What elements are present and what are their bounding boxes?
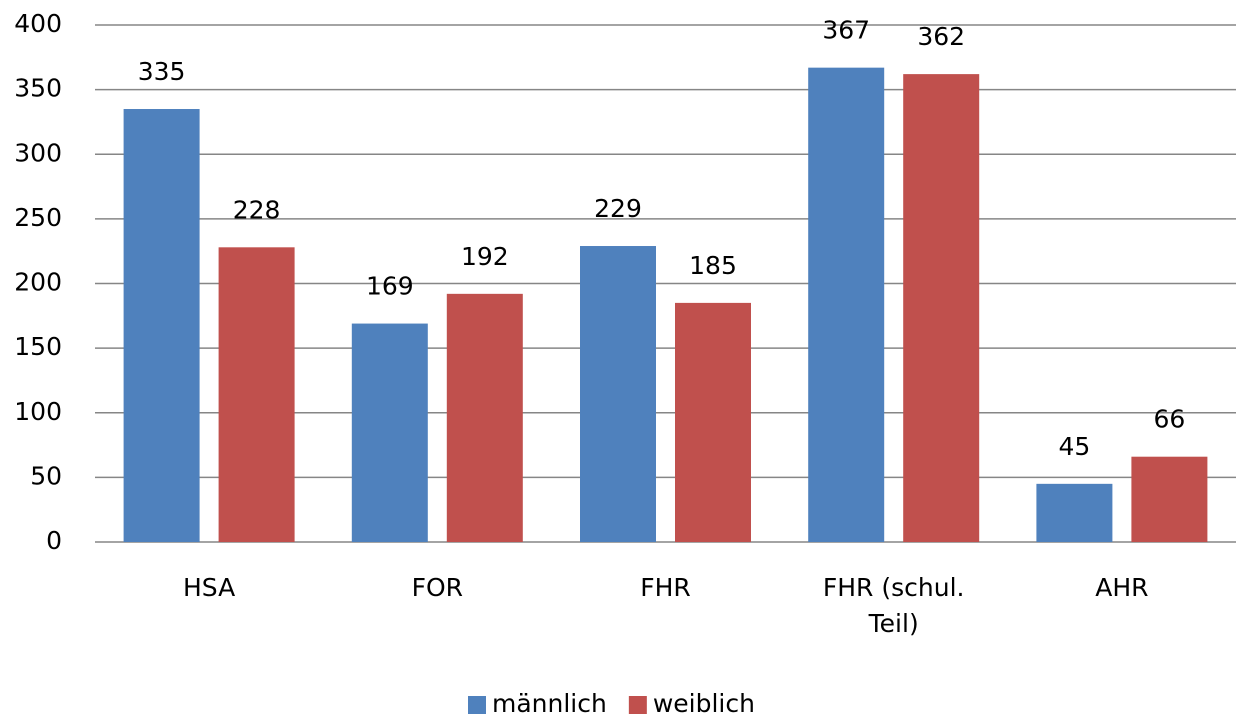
data-label: 367 (822, 16, 870, 45)
y-tick-label: 400 (14, 9, 62, 38)
legend-swatch (468, 696, 486, 714)
x-tick-label: AHR (1095, 573, 1149, 602)
data-label: 229 (594, 194, 642, 223)
bar (446, 293, 523, 542)
data-label: 362 (917, 22, 965, 51)
bar (1131, 456, 1208, 542)
y-tick-label: 250 (14, 203, 62, 232)
x-tick-label: FHR (640, 573, 691, 602)
y-tick-label: 50 (30, 461, 62, 490)
data-label: 66 (1153, 405, 1185, 434)
legend-label: männlich (492, 689, 607, 718)
data-label: 228 (233, 195, 281, 224)
data-label: 45 (1058, 432, 1090, 461)
bar (675, 302, 751, 542)
data-label: 169 (366, 272, 414, 301)
y-tick-label: 350 (14, 74, 62, 103)
bar (580, 246, 656, 542)
bar (903, 74, 980, 543)
legend-swatch (628, 696, 647, 714)
y-tick-label: 100 (14, 397, 62, 426)
legend-label: weiblich (653, 689, 755, 718)
bar (123, 109, 200, 542)
y-tick-label: 0 (46, 526, 62, 555)
y-tick-label: 200 (14, 268, 62, 297)
y-tick-label: 300 (14, 138, 62, 167)
x-tick-label: FHR (schul. Teil) (822, 573, 965, 638)
x-tick-label: HSA (182, 573, 236, 602)
y-tick-label: 150 (14, 332, 62, 361)
data-label: 192 (461, 242, 509, 271)
bar (351, 323, 428, 542)
data-label: 185 (689, 251, 737, 280)
data-label: 335 (138, 57, 186, 86)
bar (1036, 483, 1113, 542)
x-tick-label: FOR (411, 573, 464, 602)
bar (218, 247, 295, 542)
bar (808, 67, 885, 542)
